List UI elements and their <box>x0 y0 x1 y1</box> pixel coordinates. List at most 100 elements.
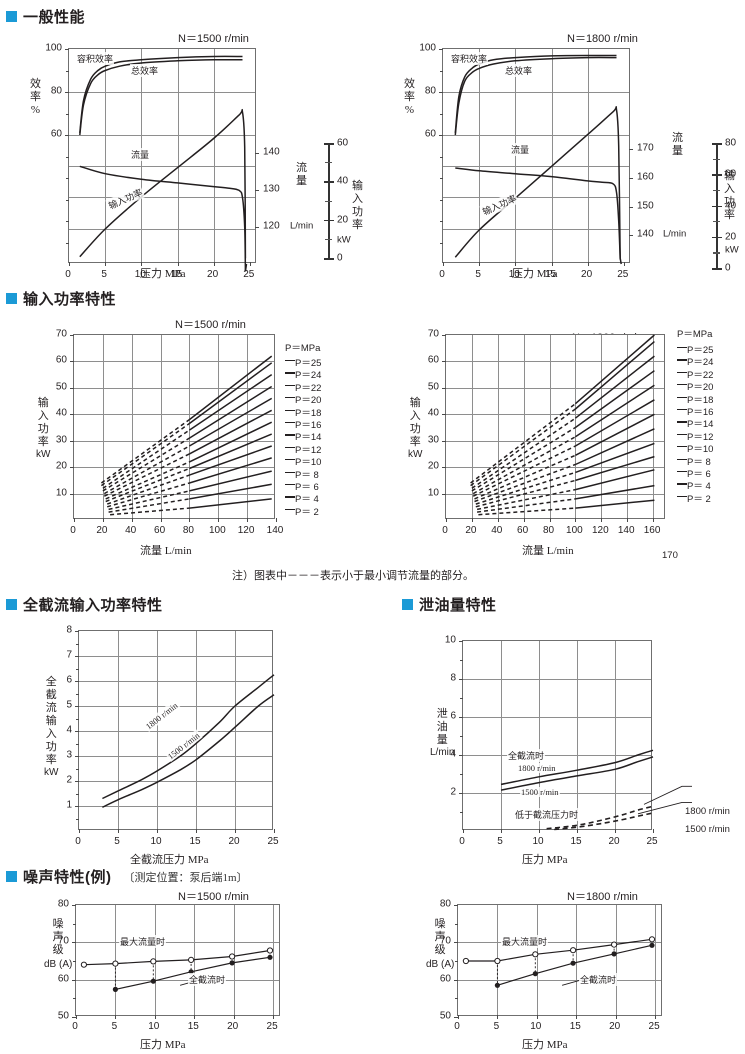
x-tick-label: 0 <box>72 1021 78 1032</box>
chart-title: N＝1500 r/min <box>178 33 249 45</box>
gridline-h <box>69 197 255 199</box>
chart-title: N＝1500 r/min <box>175 319 246 331</box>
tick <box>255 153 259 155</box>
legend-item-7: P＝12 <box>687 431 714 443</box>
tick-minor <box>73 923 76 925</box>
legend-leader-6 <box>677 421 687 423</box>
gridline-h <box>74 387 274 389</box>
tick-minor <box>66 221 69 222</box>
gridline-v <box>160 335 162 518</box>
noise-series <box>80 947 274 992</box>
y-tick-flow: 150 <box>637 200 654 212</box>
y-tick-label: 40 <box>55 407 67 419</box>
gridline-h <box>458 979 661 981</box>
tick-minor <box>460 812 463 813</box>
gridline-v <box>189 335 191 518</box>
plot-area <box>454 904 662 1019</box>
y-tick-label: 20 <box>427 460 439 472</box>
dashed-segment-P=25 <box>470 403 576 484</box>
tick <box>70 440 74 442</box>
marker-max-flow-3 <box>188 956 195 964</box>
gridline-h <box>79 656 272 657</box>
x-tick-label: 160 <box>643 525 661 536</box>
annotation-leader <box>561 979 580 986</box>
gridline-v <box>118 631 119 829</box>
marker-max-flow-1 <box>112 960 119 967</box>
x-tick-label: 20 <box>581 269 593 280</box>
gridline-h <box>79 731 272 732</box>
chart-title: N＝1500 r/min <box>178 891 249 903</box>
gridline-h <box>76 979 279 981</box>
dashed-segment-P=20 <box>102 437 190 492</box>
plot-area <box>65 48 259 272</box>
solid-segment-P=24 <box>188 362 273 425</box>
y-tick-label: 10 <box>55 487 67 499</box>
tick <box>213 262 215 266</box>
y-tick-label: 4 <box>66 724 72 736</box>
y-tick-power: 0 <box>337 252 343 264</box>
legend-item-1: P＝24 <box>295 370 322 382</box>
tick-minor <box>76 818 79 820</box>
y-tick-label: 3 <box>66 749 72 761</box>
tick <box>70 335 74 336</box>
y-tick-label: 1 <box>66 799 72 811</box>
marker-full-cut-2 <box>570 960 576 966</box>
dashed-segment-P=14 <box>474 454 576 500</box>
gridline-v <box>653 335 655 518</box>
curve-1800 <box>102 674 275 800</box>
tick-minor <box>440 178 443 179</box>
y-tick-label: 2 <box>450 786 456 798</box>
solid-segment-P=25 <box>188 355 273 421</box>
gridline-h <box>69 92 255 93</box>
tick <box>497 518 499 522</box>
tick <box>629 235 633 237</box>
tick <box>577 829 578 833</box>
curve-3 <box>554 812 654 831</box>
tick <box>141 262 143 266</box>
tick <box>75 781 79 782</box>
section-subtitle: 〔测定位置：泵后端1m〕 <box>123 871 248 884</box>
gridline-h <box>446 387 664 389</box>
y-tick-noise: 60 <box>439 973 451 985</box>
y-axis-label-efficiency: 效 率 % <box>404 78 415 116</box>
solid-segment-P=4 <box>189 483 272 500</box>
tick <box>154 1015 156 1019</box>
gridline-v <box>497 335 499 518</box>
dashed-segment-P=20 <box>471 426 576 492</box>
tick <box>72 905 76 906</box>
tick <box>459 641 463 642</box>
solid-segment-P=2 <box>575 499 655 509</box>
x-tick-label: 0 <box>454 1021 460 1032</box>
gridline-h <box>446 414 664 416</box>
tick-minor <box>440 70 443 72</box>
chart-noise-1500: N＝1500 r/min 噪 声 级 dB (A) 压力 MPa 50 60 70 8… <box>0 888 372 1054</box>
tick <box>72 942 76 944</box>
label-flow: 流量 <box>130 148 151 161</box>
dashed-segment-P=10 <box>106 474 190 505</box>
tick <box>118 829 119 833</box>
legend-leader-9 <box>285 471 295 473</box>
gridline-h <box>74 493 274 495</box>
dashed-segment-P=6 <box>108 490 190 511</box>
x-axis-label: 流量 L/min <box>140 545 192 557</box>
tick <box>443 262 444 266</box>
gridline-h <box>74 361 274 363</box>
y-tick-efficiency: 80 <box>424 85 436 97</box>
gridline-h <box>79 806 272 807</box>
gridline-h <box>446 467 664 469</box>
x-axis-label: 全截流压力 MPa <box>130 854 209 866</box>
section-bullet-icon <box>6 871 17 882</box>
x-tick-label: 25 <box>646 836 658 847</box>
curve-total-efficiency <box>79 58 243 136</box>
drain-leaders <box>637 785 692 815</box>
tick <box>70 493 74 495</box>
power-lines <box>470 334 655 516</box>
tick <box>75 806 79 807</box>
tick <box>471 518 473 522</box>
label-full-cut: 全截流时 <box>579 972 618 986</box>
legend-leader-9 <box>677 458 687 460</box>
curve-volumetric-efficiency <box>454 54 617 133</box>
marker-full-cut-4 <box>649 942 655 948</box>
x-tick-label: 25 <box>648 1021 660 1032</box>
legend-leader-3 <box>285 397 295 399</box>
